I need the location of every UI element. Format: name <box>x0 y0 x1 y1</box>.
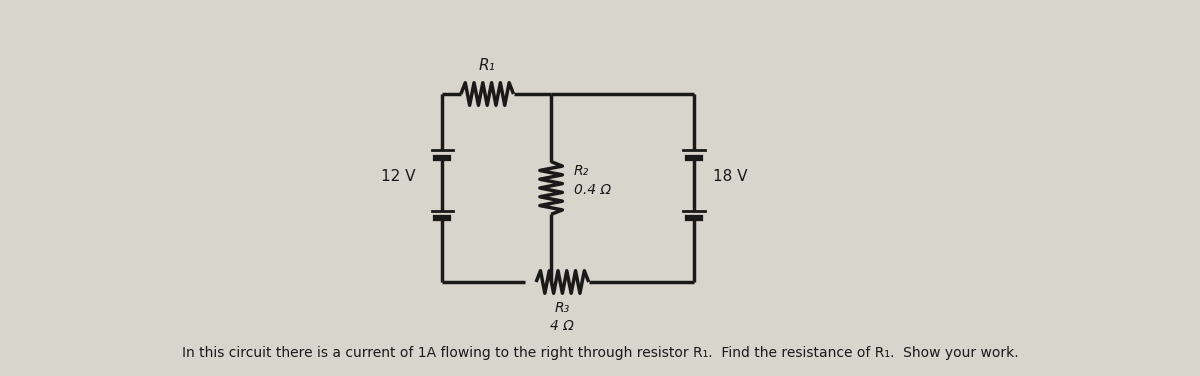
Text: 12 V: 12 V <box>382 169 415 184</box>
Text: R₂
0.4 Ω: R₂ 0.4 Ω <box>574 164 611 197</box>
Text: 18 V: 18 V <box>713 169 748 184</box>
Text: R₁: R₁ <box>479 58 496 73</box>
Text: R₃
4 Ω: R₃ 4 Ω <box>551 301 575 333</box>
Text: In this circuit there is a current of 1A flowing to the right through resistor R: In this circuit there is a current of 1A… <box>181 346 1019 361</box>
